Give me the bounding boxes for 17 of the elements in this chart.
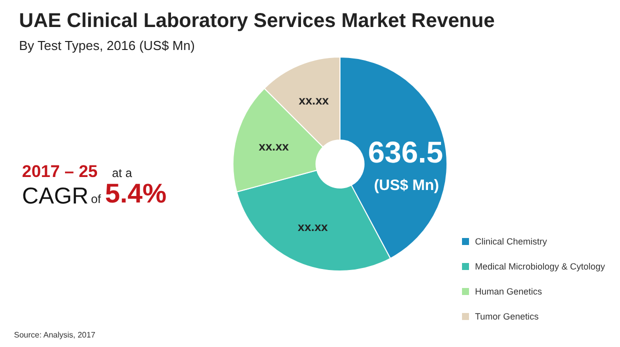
data-label: xx.xx — [298, 220, 328, 234]
source-note: Source: Analysis, 2017 — [14, 330, 96, 340]
text: CAGR — [22, 182, 88, 208]
legend-label: Tumor Genetics — [475, 312, 540, 322]
legend-label: Human Genetics — [475, 286, 543, 296]
legend-label: Clinical Chemistry — [475, 236, 548, 246]
legend-label: Medical Microbiology & Cytology — [475, 262, 606, 272]
text: 636.5 — [368, 136, 444, 170]
text: of — [91, 192, 102, 206]
data-label: xx.xx — [298, 94, 330, 108]
text: By Test Types, 2016 (US$ Mn) — [19, 38, 195, 53]
text: 2017 – 25 — [22, 162, 98, 181]
text: 5.4% — [105, 178, 167, 208]
data-label: xx.xx — [258, 139, 290, 154]
text: (US$ Mn) — [374, 177, 439, 194]
chart-title: UAE Clinical Laboratory Services Market Revenue — [19, 10, 495, 32]
text: at a — [112, 166, 132, 180]
